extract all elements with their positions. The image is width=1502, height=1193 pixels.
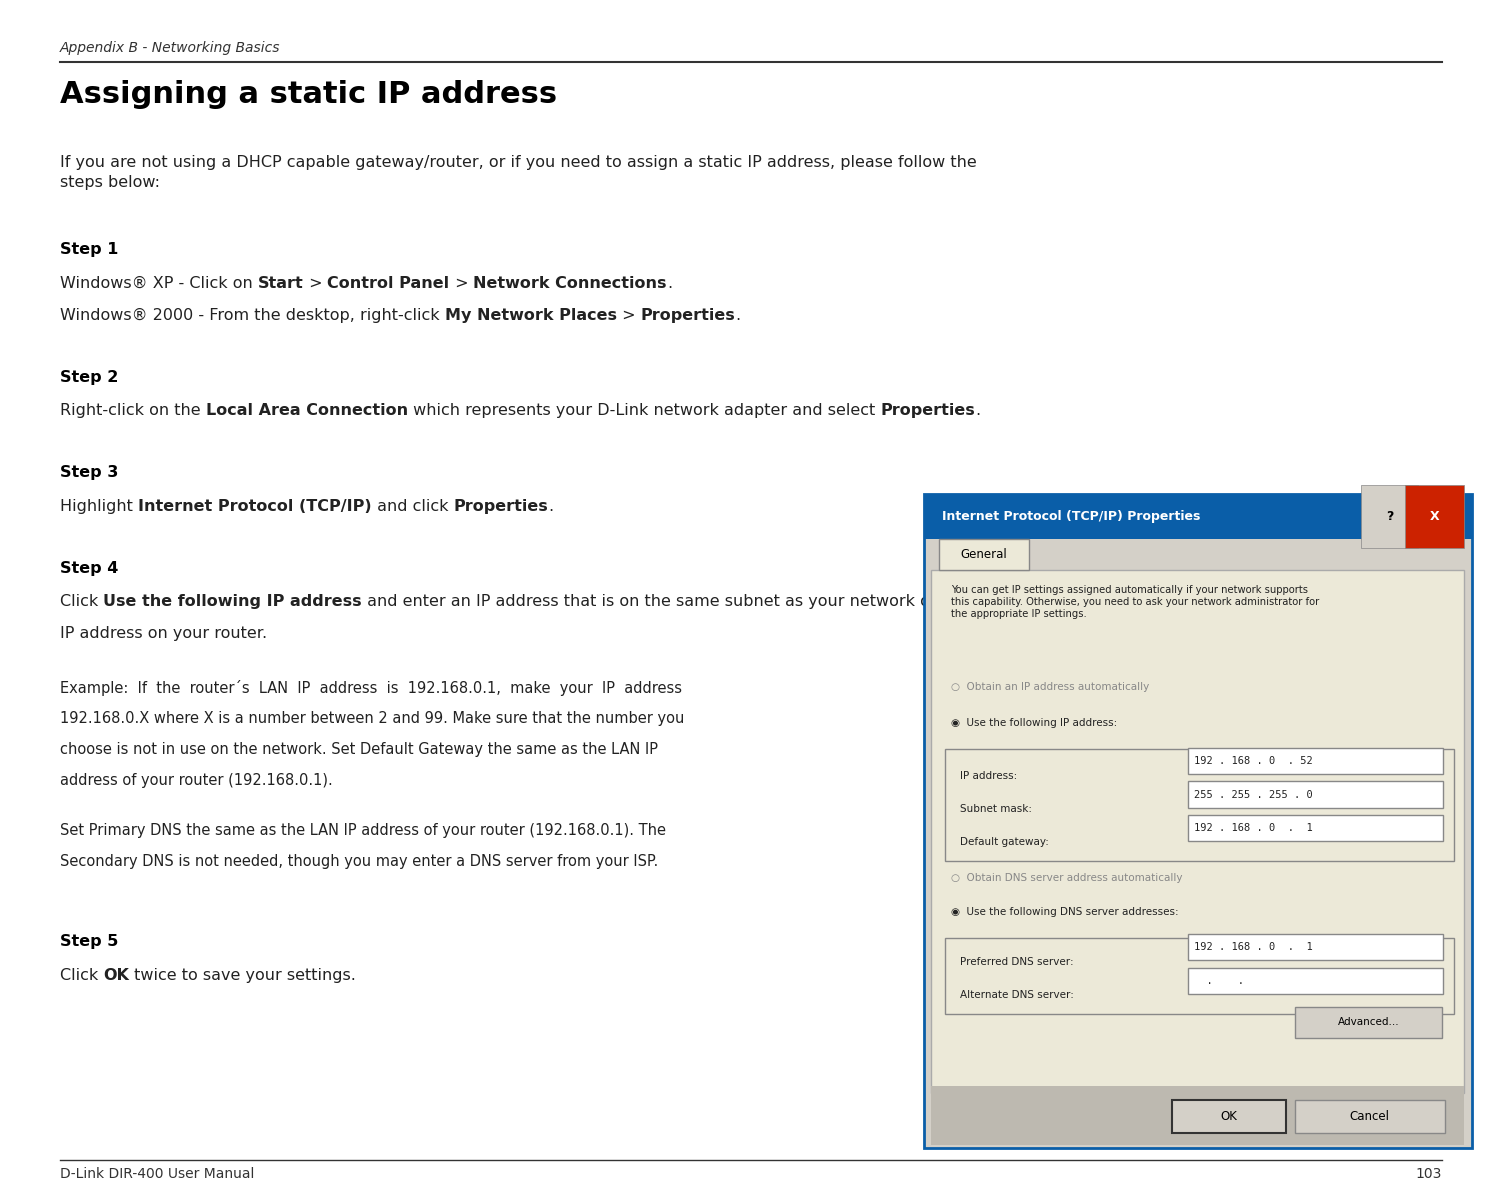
FancyBboxPatch shape: [1188, 748, 1443, 774]
Text: Properties: Properties: [640, 308, 736, 323]
Text: X: X: [1430, 511, 1439, 523]
Text: 103: 103: [1415, 1167, 1442, 1181]
Text: and click: and click: [371, 499, 454, 514]
Text: ○  Obtain DNS server address automatically: ○ Obtain DNS server address automaticall…: [951, 873, 1182, 883]
Text: Step 5: Step 5: [60, 934, 119, 950]
Text: Cancel: Cancel: [1350, 1111, 1389, 1123]
Text: OK: OK: [1220, 1111, 1238, 1123]
Text: ◉  Use the following IP address:: ◉ Use the following IP address:: [951, 718, 1117, 728]
Text: Step 4: Step 4: [60, 561, 119, 576]
FancyBboxPatch shape: [939, 539, 1029, 570]
FancyBboxPatch shape: [1188, 815, 1443, 841]
Text: IP address:: IP address:: [960, 771, 1017, 780]
Text: Click: Click: [60, 594, 104, 610]
Text: Control Panel: Control Panel: [327, 276, 449, 291]
Text: Default gateway:: Default gateway:: [960, 837, 1048, 847]
FancyBboxPatch shape: [1188, 968, 1443, 994]
Text: twice to save your settings.: twice to save your settings.: [129, 968, 356, 983]
Text: Local Area Connection: Local Area Connection: [206, 403, 409, 419]
FancyBboxPatch shape: [1188, 781, 1443, 808]
Text: Alternate DNS server:: Alternate DNS server:: [960, 990, 1074, 1000]
Text: Highlight: Highlight: [60, 499, 138, 514]
Text: address of your router (192.168.0.1).: address of your router (192.168.0.1).: [60, 773, 333, 789]
Text: and enter an IP address that is on the same subnet as your network or the LAN: and enter an IP address that is on the s…: [362, 594, 1006, 610]
Text: OK: OK: [104, 968, 129, 983]
Text: which represents your D-Link network adapter and select: which represents your D-Link network ada…: [409, 403, 880, 419]
Text: Appendix B - Networking Basics: Appendix B - Networking Basics: [60, 41, 281, 55]
FancyBboxPatch shape: [1295, 1007, 1442, 1038]
Text: >: >: [303, 276, 327, 291]
Text: 192.168.0.X where X is a number between 2 and 99. Make sure that the number you: 192.168.0.X where X is a number between …: [60, 711, 685, 727]
Text: 192 . 168 . 0  . 52: 192 . 168 . 0 . 52: [1194, 756, 1313, 766]
Text: D-Link DIR-400 User Manual: D-Link DIR-400 User Manual: [60, 1167, 254, 1181]
Text: 192 . 168 . 0  .  1: 192 . 168 . 0 . 1: [1194, 823, 1313, 833]
Text: Step 2: Step 2: [60, 370, 119, 385]
Text: Advanced...: Advanced...: [1337, 1018, 1400, 1027]
FancyBboxPatch shape: [931, 570, 1464, 1093]
Text: You can get IP settings assigned automatically if your network supports
this cap: You can get IP settings assigned automat…: [951, 585, 1319, 619]
Text: Windows® 2000 - From the desktop, right-click: Windows® 2000 - From the desktop, right-…: [60, 308, 445, 323]
Text: Preferred DNS server:: Preferred DNS server:: [960, 957, 1074, 966]
Text: Subnet mask:: Subnet mask:: [960, 804, 1032, 814]
Text: >: >: [617, 308, 640, 323]
Text: Assigning a static IP address: Assigning a static IP address: [60, 80, 557, 109]
Text: Step 1: Step 1: [60, 242, 119, 258]
Text: 255 . 255 . 255 . 0: 255 . 255 . 255 . 0: [1194, 790, 1313, 799]
FancyBboxPatch shape: [924, 494, 1472, 539]
Text: .: .: [667, 276, 671, 291]
Text: Internet Protocol (TCP/IP): Internet Protocol (TCP/IP): [138, 499, 371, 514]
Text: ○  Obtain an IP address automatically: ○ Obtain an IP address automatically: [951, 682, 1149, 692]
Text: .: .: [548, 499, 553, 514]
Text: .: .: [736, 308, 740, 323]
Text: ◉  Use the following DNS server addresses:: ◉ Use the following DNS server addresses…: [951, 907, 1179, 916]
FancyBboxPatch shape: [945, 749, 1454, 861]
Text: Set Primary DNS the same as the LAN IP address of your router (192.168.0.1). The: Set Primary DNS the same as the LAN IP a…: [60, 823, 665, 839]
Text: Network Connections: Network Connections: [473, 276, 667, 291]
FancyBboxPatch shape: [945, 938, 1454, 1014]
Text: Example:  If  the  router´s  LAN  IP  address  is  192.168.0.1,  make  your  IP : Example: If the router´s LAN IP address …: [60, 680, 682, 696]
FancyBboxPatch shape: [924, 494, 1472, 1148]
Text: My Network Places: My Network Places: [445, 308, 617, 323]
Text: choose is not in use on the network. Set Default Gateway the same as the LAN IP: choose is not in use on the network. Set…: [60, 742, 658, 758]
Text: Right-click on the: Right-click on the: [60, 403, 206, 419]
FancyBboxPatch shape: [931, 1086, 1464, 1145]
FancyBboxPatch shape: [1188, 934, 1443, 960]
Text: ?: ?: [1386, 511, 1392, 523]
Text: Use the following IP address: Use the following IP address: [104, 594, 362, 610]
Text: General: General: [960, 549, 1008, 561]
Text: IP address on your router.: IP address on your router.: [60, 626, 267, 642]
Text: .    .: . .: [1194, 976, 1263, 985]
Text: Secondary DNS is not needed, though you may enter a DNS server from your ISP.: Secondary DNS is not needed, though you …: [60, 854, 658, 870]
FancyBboxPatch shape: [1172, 1100, 1286, 1133]
Text: Click: Click: [60, 968, 104, 983]
FancyBboxPatch shape: [1295, 1100, 1445, 1133]
Text: Start: Start: [258, 276, 303, 291]
Text: Properties: Properties: [454, 499, 548, 514]
Text: Step 3: Step 3: [60, 465, 119, 481]
Text: .: .: [975, 403, 981, 419]
Text: Windows® XP - Click on: Windows® XP - Click on: [60, 276, 258, 291]
Text: Properties: Properties: [880, 403, 975, 419]
Text: Internet Protocol (TCP/IP) Properties: Internet Protocol (TCP/IP) Properties: [942, 511, 1200, 523]
Text: If you are not using a DHCP capable gateway/router, or if you need to assign a s: If you are not using a DHCP capable gate…: [60, 155, 976, 190]
Text: 192 . 168 . 0  .  1: 192 . 168 . 0 . 1: [1194, 942, 1313, 952]
Text: >: >: [449, 276, 473, 291]
